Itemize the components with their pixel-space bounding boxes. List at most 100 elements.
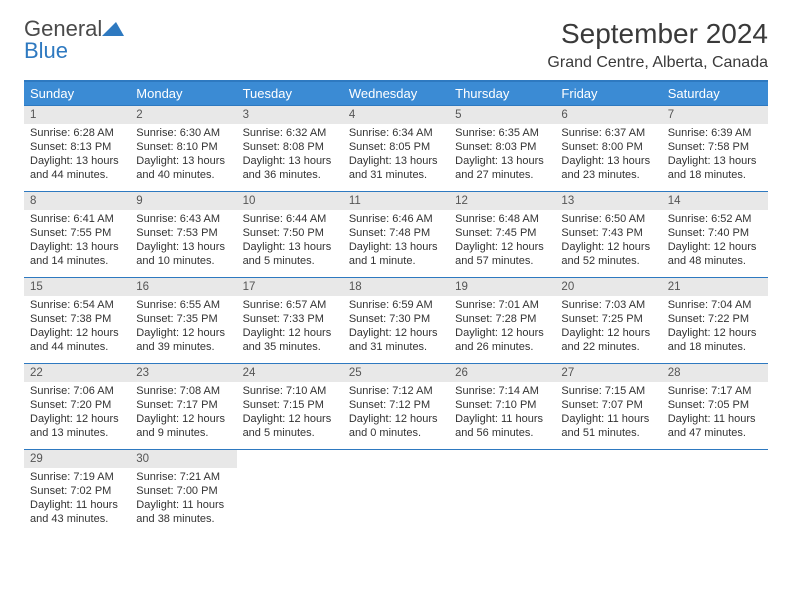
day-body: Sunrise: 7:14 AMSunset: 7:10 PMDaylight:… (449, 382, 555, 446)
sunrise-text: Sunrise: 6:28 AM (30, 127, 124, 141)
day-cell: 10 Sunrise: 6:44 AMSunset: 7:50 PMDayligh… (237, 191, 343, 277)
sunrise-text: Sunrise: 7:04 AM (668, 299, 762, 313)
daylight-text: Daylight: 13 hours and 27 minutes. (455, 155, 549, 183)
day-cell: 22Sunrise: 7:06 AMSunset: 7:20 PMDayligh… (24, 363, 130, 449)
day-header: Wednesday (343, 82, 449, 105)
day-body: Sunrise: 6:57 AMSunset: 7:33 PMDaylight:… (237, 296, 343, 360)
daylight-text: Daylight: 11 hours and 56 minutes. (455, 413, 549, 441)
sunset-text: Sunset: 7:25 PM (561, 313, 655, 327)
day-number: 6 (555, 106, 661, 124)
day-body: Sunrise: 6:32 AMSunset: 8:08 PMDaylight:… (237, 124, 343, 188)
day-number: 8 (24, 192, 130, 210)
sunset-text: Sunset: 8:08 PM (243, 141, 337, 155)
day-cell: 15Sunrise: 6:54 AMSunset: 7:38 PMDayligh… (24, 277, 130, 363)
sunset-text: Sunset: 7:05 PM (668, 399, 762, 413)
logo-text: General Blue (24, 18, 124, 62)
sunrise-text: Sunrise: 6:39 AM (668, 127, 762, 141)
empty-cell (449, 449, 555, 535)
sunset-text: Sunset: 7:33 PM (243, 313, 337, 327)
logo-text-blue: Blue (24, 38, 68, 63)
day-number: 10 (237, 192, 343, 210)
day-body: Sunrise: 6:34 AMSunset: 8:05 PMDaylight:… (343, 124, 449, 188)
sunrise-text: Sunrise: 6:43 AM (136, 213, 230, 227)
day-cell: 12Sunrise: 6:48 AMSunset: 7:45 PMDayligh… (449, 191, 555, 277)
sunset-text: Sunset: 7:17 PM (136, 399, 230, 413)
sunrise-text: Sunrise: 6:37 AM (561, 127, 655, 141)
sunset-text: Sunset: 7:12 PM (349, 399, 443, 413)
day-number: 11 (343, 192, 449, 210)
sunrise-text: Sunrise: 6:32 AM (243, 127, 337, 141)
sunrise-text: Sunrise: 6:44 AM (243, 213, 337, 227)
sunset-text: Sunset: 8:03 PM (455, 141, 549, 155)
daylight-text: Daylight: 12 hours and 5 minutes. (243, 413, 337, 441)
day-number: 24 (237, 364, 343, 382)
empty-cell (343, 449, 449, 535)
day-body: Sunrise: 6:52 AMSunset: 7:40 PMDaylight:… (662, 210, 768, 274)
sunset-text: Sunset: 7:30 PM (349, 313, 443, 327)
sunset-text: Sunset: 7:45 PM (455, 227, 549, 241)
sunrise-text: Sunrise: 7:21 AM (136, 471, 230, 485)
daylight-text: Daylight: 11 hours and 38 minutes. (136, 499, 230, 527)
sunset-text: Sunset: 8:00 PM (561, 141, 655, 155)
daylight-text: Daylight: 13 hours and 40 minutes. (136, 155, 230, 183)
day-number: 3 (237, 106, 343, 124)
daylight-text: Daylight: 13 hours and 14 minutes. (30, 241, 124, 269)
month-title: September 2024 (547, 18, 768, 50)
daylight-text: Daylight: 11 hours and 51 minutes. (561, 413, 655, 441)
day-body: Sunrise: 6:28 AMSunset: 8:13 PMDaylight:… (24, 124, 130, 188)
daylight-text: Daylight: 12 hours and 35 minutes. (243, 327, 337, 355)
day-cell: 16Sunrise: 6:55 AMSunset: 7:35 PMDayligh… (130, 277, 236, 363)
sunset-text: Sunset: 7:58 PM (668, 141, 762, 155)
day-number: 13 (555, 192, 661, 210)
day-number: 23 (130, 364, 236, 382)
sunrise-text: Sunrise: 7:06 AM (30, 385, 124, 399)
sunset-text: Sunset: 8:05 PM (349, 141, 443, 155)
day-number: 15 (24, 278, 130, 296)
logo: General Blue (24, 18, 124, 62)
sunset-text: Sunset: 7:10 PM (455, 399, 549, 413)
day-body: Sunrise: 7:15 AMSunset: 7:07 PMDaylight:… (555, 382, 661, 446)
day-cell: 9Sunrise: 6:43 AMSunset: 7:53 PMDaylight… (130, 191, 236, 277)
daylight-text: Daylight: 12 hours and 26 minutes. (455, 327, 549, 355)
daylight-text: Daylight: 13 hours and 10 minutes. (136, 241, 230, 269)
daylight-text: Daylight: 12 hours and 48 minutes. (668, 241, 762, 269)
page-header: General Blue September 2024 Grand Centre… (24, 18, 768, 72)
daylight-text: Daylight: 13 hours and 18 minutes. (668, 155, 762, 183)
day-body: Sunrise: 7:01 AMSunset: 7:28 PMDaylight:… (449, 296, 555, 360)
day-header: Saturday (662, 82, 768, 105)
daylight-text: Daylight: 12 hours and 57 minutes. (455, 241, 549, 269)
day-number: 1 (24, 106, 130, 124)
day-body: Sunrise: 6:41 AMSunset: 7:55 PMDaylight:… (24, 210, 130, 274)
sunset-text: Sunset: 7:00 PM (136, 485, 230, 499)
sunrise-text: Sunrise: 6:41 AM (30, 213, 124, 227)
sunset-text: Sunset: 7:48 PM (349, 227, 443, 241)
day-cell: 27Sunrise: 7:15 AMSunset: 7:07 PMDayligh… (555, 363, 661, 449)
sunrise-text: Sunrise: 7:15 AM (561, 385, 655, 399)
daylight-text: Daylight: 13 hours and 5 minutes. (243, 241, 337, 269)
day-cell: 30Sunrise: 7:21 AMSunset: 7:00 PMDayligh… (130, 449, 236, 535)
day-number: 12 (449, 192, 555, 210)
sunrise-text: Sunrise: 7:19 AM (30, 471, 124, 485)
daylight-text: Daylight: 12 hours and 39 minutes. (136, 327, 230, 355)
day-body: Sunrise: 6:37 AMSunset: 8:00 PMDaylight:… (555, 124, 661, 188)
calendar-grid: SundayMondayTuesdayWednesdayThursdayFrid… (24, 80, 768, 535)
sunset-text: Sunset: 7:50 PM (243, 227, 337, 241)
day-body: Sunrise: 7:17 AMSunset: 7:05 PMDaylight:… (662, 382, 768, 446)
empty-cell (237, 449, 343, 535)
day-cell: 25Sunrise: 7:12 AMSunset: 7:12 PMDayligh… (343, 363, 449, 449)
day-cell: 5Sunrise: 6:35 AMSunset: 8:03 PMDaylight… (449, 105, 555, 191)
location: Grand Centre, Alberta, Canada (547, 54, 768, 72)
day-number: 22 (24, 364, 130, 382)
day-body: Sunrise: 6:54 AMSunset: 7:38 PMDaylight:… (24, 296, 130, 360)
day-body: Sunrise: 6:35 AMSunset: 8:03 PMDaylight:… (449, 124, 555, 188)
day-number: 2 (130, 106, 236, 124)
daylight-text: Daylight: 12 hours and 31 minutes. (349, 327, 443, 355)
sunset-text: Sunset: 7:35 PM (136, 313, 230, 327)
day-cell: 1Sunrise: 6:28 AMSunset: 8:13 PMDaylight… (24, 105, 130, 191)
daylight-text: Daylight: 12 hours and 0 minutes. (349, 413, 443, 441)
day-cell: 19Sunrise: 7:01 AMSunset: 7:28 PMDayligh… (449, 277, 555, 363)
daylight-text: Daylight: 13 hours and 23 minutes. (561, 155, 655, 183)
day-cell: 17Sunrise: 6:57 AMSunset: 7:33 PMDayligh… (237, 277, 343, 363)
day-cell: 28Sunrise: 7:17 AMSunset: 7:05 PMDayligh… (662, 363, 768, 449)
day-body: Sunrise: 7:03 AMSunset: 7:25 PMDaylight:… (555, 296, 661, 360)
